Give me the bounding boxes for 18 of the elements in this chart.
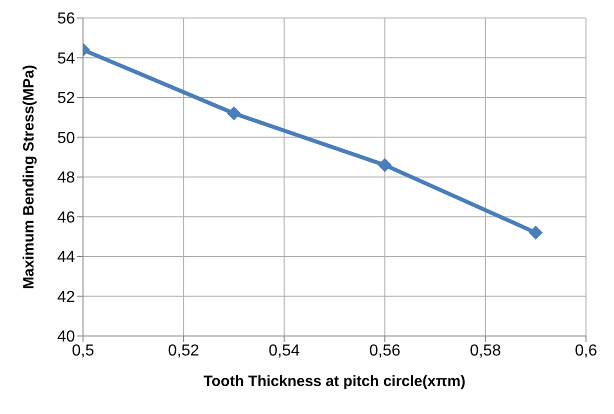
point (528, 226, 543, 240)
y-tick-label: 56 (57, 10, 76, 28)
point (226, 106, 241, 120)
point (378, 158, 392, 172)
y-tick-label: 52 (57, 90, 76, 108)
y-tick-label: 50 (57, 130, 76, 147)
x-tick-label: 0,58 (470, 342, 502, 360)
y-tick-label: 48 (57, 170, 76, 187)
y-axis-title: Maximum Bending Stress(MPa) (20, 64, 38, 290)
y-tick-label: 44 (57, 249, 76, 266)
y-tick-label: 54 (57, 50, 76, 68)
y-tick-label: 46 (57, 209, 76, 226)
x-tick-label: 0,56 (369, 342, 400, 360)
y-tick-label: 42 (57, 288, 76, 306)
x-tick-label: 0,52 (168, 342, 200, 360)
x-tick-label: 0,54 (268, 342, 300, 360)
x-axis-title: Tooth Thickness at pitch circle(xπm) (203, 373, 466, 390)
x-tick-label: 0,6 (574, 342, 598, 360)
